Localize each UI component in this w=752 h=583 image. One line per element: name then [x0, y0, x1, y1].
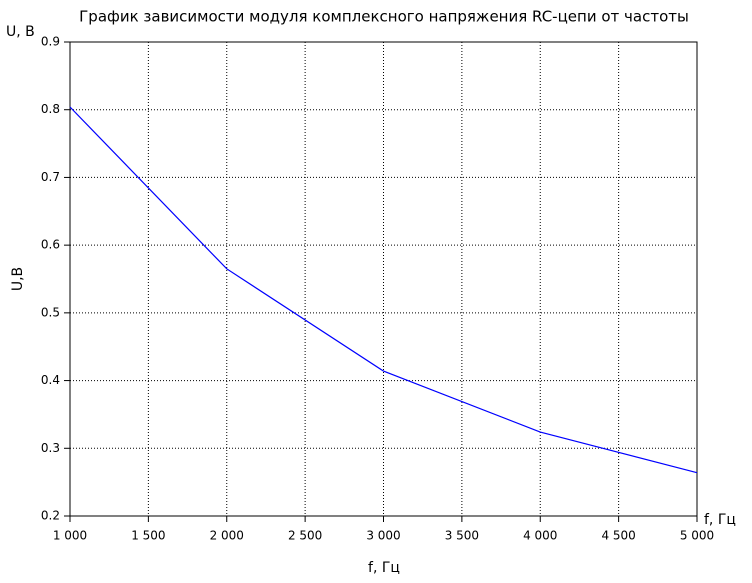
y-tick-label: 0.3	[41, 441, 60, 455]
x-tick-label: 3 500	[445, 529, 479, 543]
y-tick-label: 0.5	[41, 305, 60, 319]
x-tick-label: 3 000	[366, 529, 400, 543]
y-tick-label: 0.4	[41, 373, 60, 387]
data-line	[69, 106, 698, 474]
x-tick-label: 2 500	[288, 529, 322, 543]
x-tick-label: 5 000	[680, 529, 714, 543]
plot-frame	[69, 41, 698, 517]
y-axis-label: U,B	[10, 267, 26, 291]
y-tick-label: 0.7	[41, 170, 60, 184]
y-tick-label: 0.2	[41, 509, 60, 523]
y-axis-annotation: U, B	[6, 24, 35, 40]
x-axis-label: f, Гц	[368, 560, 400, 576]
x-tick-label: 4 000	[523, 529, 557, 543]
x-tick-label: 4 500	[601, 529, 635, 543]
y-tick-label: 0.9	[41, 35, 60, 49]
x-axis-annotation: f, Гц	[704, 512, 736, 528]
x-tick-label: 1 000	[53, 529, 87, 543]
x-tick-label: 1 500	[131, 529, 165, 543]
y-tick-label: 0.8	[41, 102, 60, 116]
y-tick-label: 0.6	[41, 238, 60, 252]
chart-title: График зависимости модуля комплексного н…	[79, 8, 689, 26]
x-tick-label: 2 000	[210, 529, 244, 543]
